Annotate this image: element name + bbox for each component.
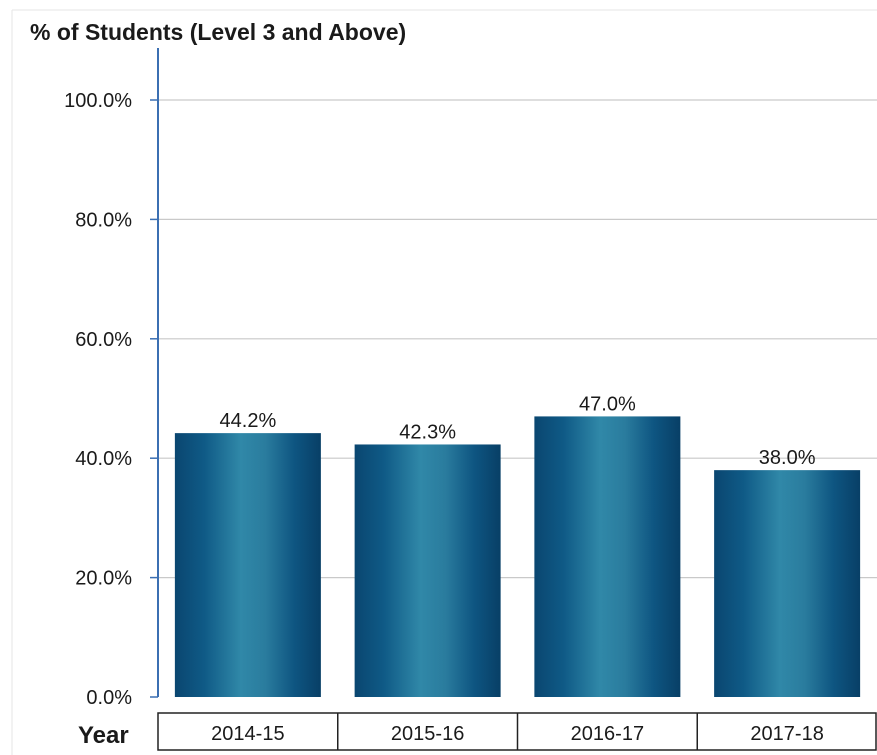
y-tick-label: 40.0% (75, 448, 132, 470)
bar-value-label: 42.3% (399, 421, 456, 443)
bar (534, 416, 681, 697)
chart-title: % of Students (Level 3 and Above) (30, 19, 406, 45)
y-tick-label: 60.0% (75, 329, 132, 351)
y-axis-ticks: 0.0% 20.0% 40.0% 60.0% 80.0% 100.0% (64, 90, 158, 709)
y-tick-label: 80.0% (75, 209, 132, 231)
bar (714, 470, 861, 697)
x-category-label: 2014-15 (211, 723, 284, 745)
x-category-label: 2017-18 (750, 723, 823, 745)
bars (174, 416, 861, 697)
bar-value-label: 47.0% (579, 393, 636, 415)
bar-value-label: 44.2% (220, 410, 277, 432)
bar-value-label: 38.0% (759, 447, 816, 469)
x-axis-title: Year (78, 722, 129, 749)
x-category-label: 2015-16 (391, 723, 464, 745)
x-category-label: 2016-17 (571, 723, 644, 745)
bar (174, 433, 321, 697)
y-tick-label: 100.0% (64, 90, 132, 112)
y-tick-label: 0.0% (86, 687, 132, 709)
y-tick-label: 20.0% (75, 568, 132, 590)
x-axis-category-table: 2014-15 2015-16 2016-17 2017-18 (157, 712, 877, 751)
data-labels: 44.2% 42.3% 47.0% 38.0% (220, 393, 816, 469)
bar (354, 444, 501, 697)
